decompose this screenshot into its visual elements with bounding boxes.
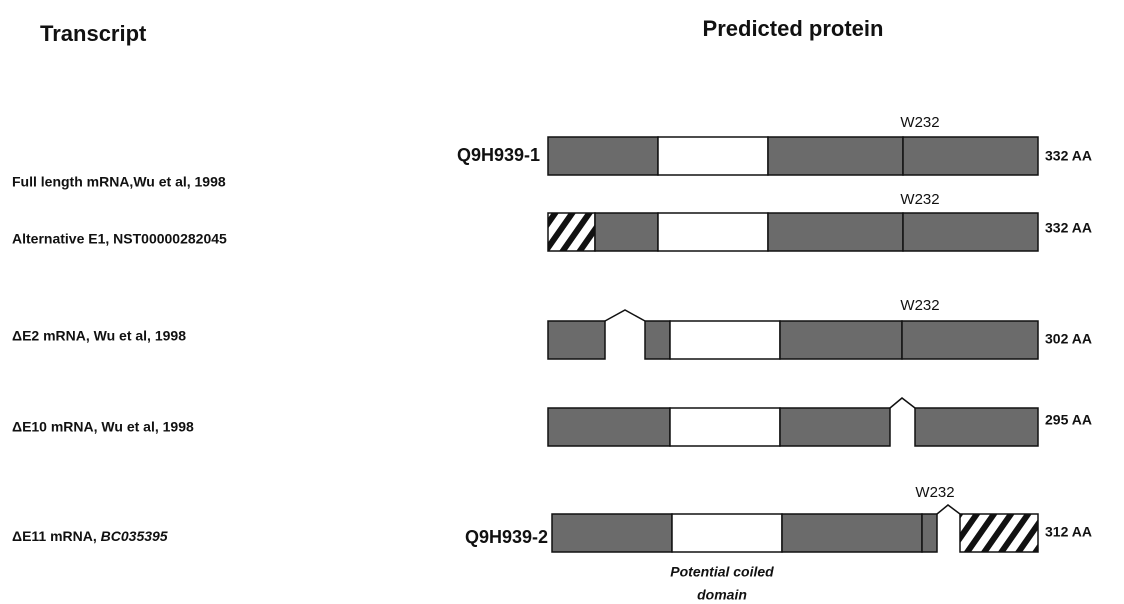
site-label: W232 xyxy=(915,484,954,501)
annotation: Potential coiled xyxy=(670,564,774,580)
protein-bar xyxy=(547,136,1039,176)
row-label: Full length mRNA,Wu et al, 1998 xyxy=(12,174,226,190)
site-label: W232 xyxy=(900,191,939,208)
length-label: 312 AA xyxy=(1045,524,1092,540)
protein-bar xyxy=(547,212,1039,252)
annotation: domain xyxy=(697,587,747,603)
protein-bar xyxy=(547,309,1039,360)
length-label: 302 AA xyxy=(1045,331,1092,347)
site-label: W232 xyxy=(900,297,939,314)
label-italic: BC035395 xyxy=(101,528,168,544)
row-label: ΔE10 mRNA, Wu et al, 1998 xyxy=(12,419,194,435)
length-label: 332 AA xyxy=(1045,220,1092,236)
protein-bar xyxy=(551,504,1039,553)
label-text: ΔE11 mRNA, xyxy=(12,528,101,544)
protein-id: Q9H939-1 xyxy=(457,145,540,165)
header-left: Transcript xyxy=(40,21,147,46)
row-label: ΔE2 mRNA, Wu et al, 1998 xyxy=(12,328,186,344)
length-label: 332 AA xyxy=(1045,148,1092,164)
protein-bar xyxy=(547,397,1039,447)
header-right: Predicted protein xyxy=(703,16,884,41)
row-label: ΔE11 mRNA, BC035395 xyxy=(12,528,168,544)
length-label: 295 AA xyxy=(1045,412,1092,428)
site-label: W232 xyxy=(900,114,939,131)
row-label: Alternative E1, NST00000282045 xyxy=(12,231,227,247)
protein-id: Q9H939-2 xyxy=(465,527,548,547)
